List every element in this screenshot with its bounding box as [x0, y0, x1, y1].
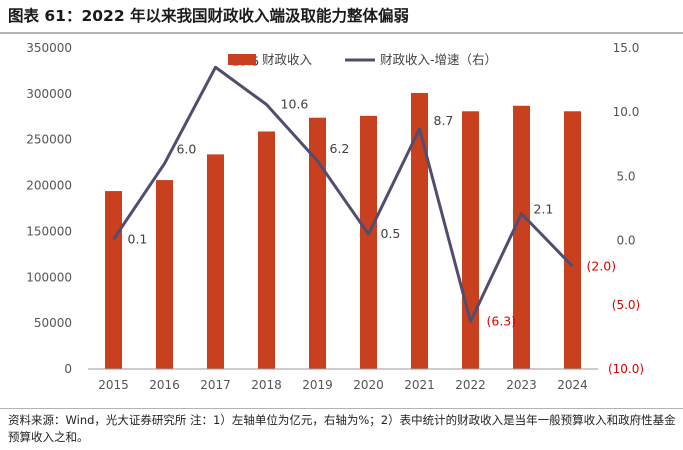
right-axis-tick-label: 5.0	[616, 169, 635, 183]
bar	[513, 105, 530, 369]
bar	[105, 191, 122, 369]
line-data-label: 2.1	[534, 202, 554, 217]
right-axis-tick-label: (10.0)	[608, 362, 644, 376]
left-axis-tick-label: 200000	[26, 179, 72, 193]
chart-area: 0 50000 100000 150000 200000 250000 300000 3500…	[0, 34, 683, 404]
line-data-label: (6.3)	[487, 313, 517, 328]
chart-title: 图表 61：2022 年以来我国财政收入端汲取能力整体偏弱	[8, 7, 410, 25]
bar	[411, 92, 428, 369]
left-axis-tick-label: 0	[64, 362, 72, 376]
growth-line	[112, 65, 574, 323]
bar	[156, 180, 173, 369]
footer-divider	[0, 408, 683, 409]
bar	[207, 154, 224, 369]
source-note: 资料来源：Wind，光大证券研究所 注：1）左轴单位为亿元，右轴为%；2）表中统…	[8, 413, 676, 444]
x-axis-tick-label: 2016	[149, 378, 180, 392]
left-axis-tick-label: 350000	[26, 41, 72, 55]
x-axis-tick-label: 2021	[404, 378, 435, 392]
x-axis-tick-label: 2015	[98, 378, 129, 392]
line-data-label: 0.5	[381, 226, 401, 241]
x-axis-tick-label: 2022	[455, 378, 486, 392]
x-axis-tick-label: 2019	[302, 378, 333, 392]
right-axis-tick-label: 0.0	[616, 234, 635, 248]
x-axis-tick-label: 2024	[557, 378, 588, 392]
x-axis-tick-label: 2017	[200, 378, 231, 392]
left-axis-tick-label: 150000	[26, 224, 72, 238]
line-data-label: 8.7	[434, 113, 454, 128]
line-data-label: 0.1	[128, 231, 148, 246]
right-axis-tick-label: (5.0)	[612, 298, 640, 312]
left-axis-tick-label: 300000	[26, 87, 72, 101]
title-divider	[0, 32, 683, 34]
bar	[309, 117, 326, 370]
left-axis-tick-label: 100000	[26, 270, 72, 284]
legend-bar-swatch	[228, 54, 256, 65]
legend-line-label: 财政收入-增速（右）	[380, 52, 497, 67]
bar	[360, 115, 377, 370]
line-data-label: 10.6	[281, 96, 309, 111]
bar	[258, 131, 275, 369]
left-axis-tick-label: 50000	[34, 316, 72, 330]
left-axis-tick-label: 250000	[26, 133, 72, 147]
x-axis-tick-label: 2023	[506, 378, 537, 392]
chart-svg: 0 50000 100000 150000 200000 250000 300000 3500…	[26, 41, 644, 392]
right-axis-tick-label: 10.0	[613, 105, 640, 119]
legend-bar-label: 财政收入	[262, 52, 313, 67]
bar	[462, 111, 479, 369]
line-data-label: (2.0)	[587, 258, 617, 273]
line-data-label: 6.0	[177, 142, 197, 157]
x-axis-tick-label: 2018	[251, 378, 282, 392]
title-bar: 图表 61：2022 年以来我国财政收入端汲取能力整体偏弱	[0, 0, 683, 32]
bar	[564, 111, 581, 369]
line-data-label: 6.2	[330, 141, 350, 156]
x-axis-tick-label: 2020	[353, 378, 384, 392]
right-axis-tick-label: 15.0	[613, 41, 640, 55]
